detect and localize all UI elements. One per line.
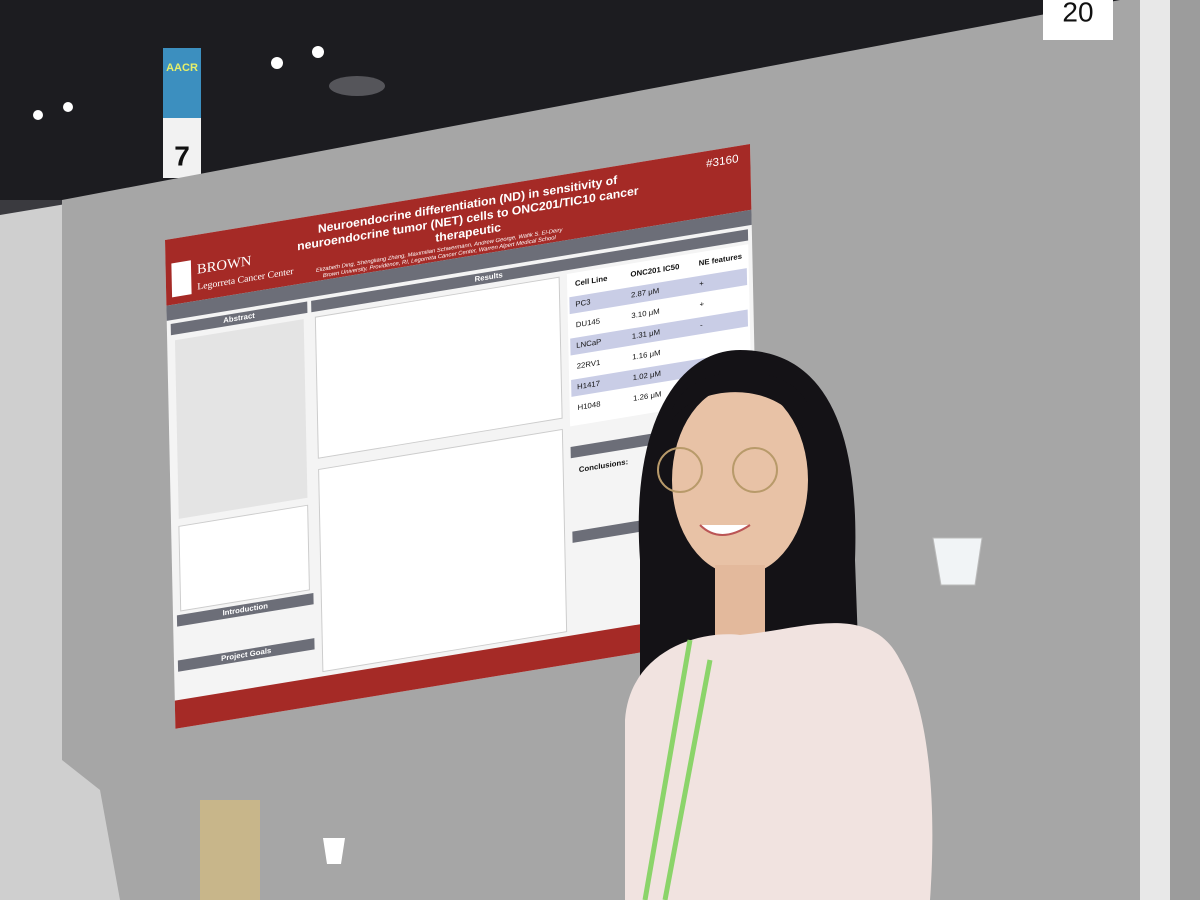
figure-viability — [314, 276, 563, 459]
poster-subheader — [166, 209, 752, 321]
table-row-band — [569, 268, 748, 315]
cup — [932, 537, 983, 586]
table-cell: H1417 — [577, 379, 600, 392]
board-frame — [1140, 0, 1170, 900]
table-cell: PC3 — [575, 297, 590, 308]
aisle-sign-number: 7 — [174, 140, 190, 171]
figure-westerns — [318, 428, 568, 673]
poster-footer — [174, 604, 761, 729]
glasses-right — [732, 447, 778, 493]
face — [672, 385, 808, 575]
booth-number: 20 — [1062, 0, 1093, 27]
ceiling-vent — [329, 76, 385, 96]
aisle-sign-label: AACR — [166, 62, 198, 74]
section-bar — [170, 301, 308, 336]
glasses-left — [657, 447, 703, 493]
figure-1 — [178, 504, 310, 612]
table-cell: LNCaP — [576, 337, 601, 350]
brown-shield — [171, 260, 192, 298]
table-row-band — [570, 309, 749, 356]
abstract-text — [174, 319, 308, 519]
poster-id: #3160 — [706, 153, 739, 170]
section-bar — [177, 638, 315, 672]
lanyard — [642, 639, 713, 900]
floor-object — [200, 800, 260, 900]
next-board — [1170, 0, 1200, 900]
fringe — [672, 371, 808, 440]
ceiling-light — [312, 46, 324, 58]
aisle-sign-banner — [163, 48, 201, 118]
booth-card — [1043, 0, 1113, 40]
table-cell: DU145 — [576, 317, 600, 330]
ceiling-light — [33, 110, 43, 120]
table-cell: H1048 — [577, 400, 600, 413]
table-cell: + — [699, 279, 704, 289]
table-cell: - — [700, 320, 703, 329]
smile — [699, 524, 751, 536]
ceiling-light — [63, 102, 73, 112]
section-bar — [176, 592, 314, 627]
table-cell: 22RV1 — [577, 358, 601, 371]
floor-cup — [323, 838, 345, 864]
poster-header — [165, 144, 752, 306]
ceiling-light — [271, 57, 283, 69]
table-cell: + — [700, 299, 705, 309]
neck — [715, 565, 765, 635]
section-bar — [311, 229, 749, 313]
